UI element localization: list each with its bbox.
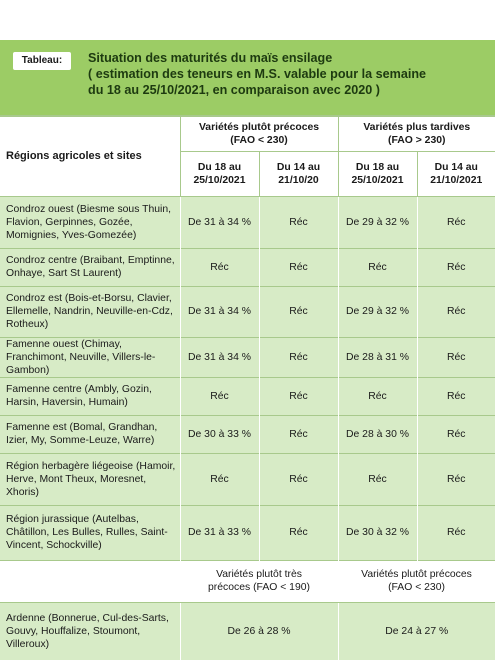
maturity-table: Régions agricoles et sites Variétés plut… [0, 115, 495, 660]
value-cell: Réc [416, 504, 495, 560]
date-header-line: Du 14 au [276, 161, 321, 173]
date-header-line: Du 14 au [434, 161, 478, 173]
value-cell: Réc [416, 414, 495, 453]
group-header-late: Variétés plus tardives (FAO > 230) [337, 115, 495, 151]
table-row: Famenne est (Bomal, Grandhan, Izier, My,… [0, 414, 495, 453]
group-header-early: Variétés plutôt précoces (FAO < 230) [179, 115, 338, 151]
value-cell: Réc [416, 336, 495, 377]
group-header-line: Variétés plutôt très [216, 569, 302, 580]
value-cell: Réc [258, 285, 338, 337]
date-header-line: 25/10/2021 [351, 174, 404, 186]
value-cell: De 30 à 33 % [179, 414, 259, 453]
value-cell: De 31 à 34 % [179, 336, 259, 377]
value-cell: De 31 à 34 % [179, 285, 259, 337]
table-row: Ardenne (Bonnerue, Cul-des-Sarts, Gouvy,… [0, 601, 495, 660]
group-header-line: (FAO < 230) [388, 582, 445, 593]
ardenne-group-header: Variétés plutôt très précoces (FAO < 190… [180, 559, 338, 602]
region-cell: Région jurassique (Autelbas, Châtillon, … [0, 504, 180, 560]
table-row: Région jurassique (Autelbas, Châtillon, … [0, 504, 495, 560]
table-row: Condroz ouest (Biesme sous Thuin, Flavio… [0, 195, 495, 248]
region-cell: Condroz ouest (Biesme sous Thuin, Flavio… [0, 195, 180, 248]
date-header-line: 25/10/2021 [193, 174, 246, 186]
title-line: du 18 au 25/10/2021, en comparaison avec… [88, 83, 380, 97]
date-header: Du 18 au 25/10/2021 [179, 150, 259, 196]
value-cell: De 24 à 27 % [337, 601, 495, 660]
date-header-line: 21/10/20 [278, 174, 319, 186]
value-cell: Réc [258, 195, 338, 248]
region-cell: Région herbagère liégeoise (Hamoir, Herv… [0, 452, 180, 505]
date-header-line: Du 18 au [197, 161, 242, 173]
table-tag: Tableau: [13, 52, 71, 70]
ardenne-header-row: Variétés plutôt très précoces (FAO < 190… [0, 559, 495, 602]
table-row: Région herbagère liégeoise (Hamoir, Herv… [0, 452, 495, 505]
value-cell: Réc [258, 376, 338, 415]
table-row: Condroz est (Bois-et-Borsu, Clavier, Ell… [0, 285, 495, 337]
value-cell: Réc [416, 195, 495, 248]
value-cell: Réc [258, 452, 338, 505]
value-cell: De 28 à 30 % [337, 414, 417, 453]
table-row: Famenne ouest (Chimay, Franchimont, Neuv… [0, 336, 495, 377]
value-cell: Réc [179, 376, 259, 415]
value-cell: De 26 à 28 % [179, 601, 338, 660]
title-line: ( estimation des teneurs en M.S. valable… [88, 67, 427, 81]
value-cell: Réc [416, 376, 495, 415]
date-header-line: 21/10/2021 [430, 174, 483, 186]
region-cell: Famenne est (Bomal, Grandhan, Izier, My,… [0, 414, 180, 453]
region-cell: Famenne centre (Ambly, Gozin, Harsin, Ha… [0, 376, 180, 415]
group-header-line: (FAO > 230) [388, 134, 446, 146]
region-cell: Famenne ouest (Chimay, Franchimont, Neuv… [0, 336, 180, 377]
date-header: Du 14 au 21/10/20 [258, 150, 338, 196]
regions-header: Régions agricoles et sites [0, 115, 180, 196]
value-cell: Réc [416, 285, 495, 337]
value-cell: De 29 à 32 % [337, 195, 417, 248]
value-cell: Réc [337, 247, 417, 286]
group-header-line: (FAO < 230) [230, 134, 288, 146]
value-cell: Réc [179, 247, 259, 286]
value-cell: De 30 à 32 % [337, 504, 417, 560]
region-cell: Ardenne (Bonnerue, Cul-des-Sarts, Gouvy,… [0, 601, 180, 660]
empty-cell [0, 559, 180, 602]
value-cell: Réc [258, 247, 338, 286]
date-header: Du 14 au 21/10/2021 [416, 150, 495, 196]
value-cell: De 31 à 34 % [179, 195, 259, 248]
table-row: Condroz centre (Braibant, Emptinne, Onha… [0, 247, 495, 286]
group-header-line: Variétés plus tardives [363, 121, 471, 133]
table-header-band: Tableau: Situation des maturités du maïs… [0, 40, 495, 115]
value-cell: Réc [416, 247, 495, 286]
value-cell: De 28 à 31 % [337, 336, 417, 377]
value-cell: Réc [258, 414, 338, 453]
region-cell: Condroz centre (Braibant, Emptinne, Onha… [0, 247, 180, 286]
region-cell: Condroz est (Bois-et-Borsu, Clavier, Ell… [0, 285, 180, 337]
value-cell: Réc [416, 452, 495, 505]
regions-header-label: Régions agricoles et sites [6, 149, 142, 162]
group-header-line: précoces (FAO < 190) [208, 582, 310, 593]
table-row: Famenne centre (Ambly, Gozin, Harsin, Ha… [0, 376, 495, 415]
value-cell: Réc [258, 336, 338, 377]
value-cell: Réc [337, 376, 417, 415]
ardenne-group-header: Variétés plutôt précoces (FAO < 230) [338, 559, 495, 602]
value-cell: De 31 à 33 % [179, 504, 259, 560]
group-header-line: Variétés plutôt précoces [361, 569, 472, 580]
value-cell: Réc [179, 452, 259, 505]
date-header-line: Du 18 au [355, 161, 400, 173]
value-cell: Réc [337, 452, 417, 505]
title-line: Situation des maturités du maïs ensilage [88, 51, 333, 65]
date-header: Du 18 au 25/10/2021 [337, 150, 417, 196]
value-cell: De 29 à 32 % [337, 285, 417, 337]
table-title: Situation des maturités du maïs ensilage… [88, 50, 488, 98]
group-header-line: Variétés plutôt précoces [198, 121, 320, 133]
value-cell: Réc [258, 504, 338, 560]
